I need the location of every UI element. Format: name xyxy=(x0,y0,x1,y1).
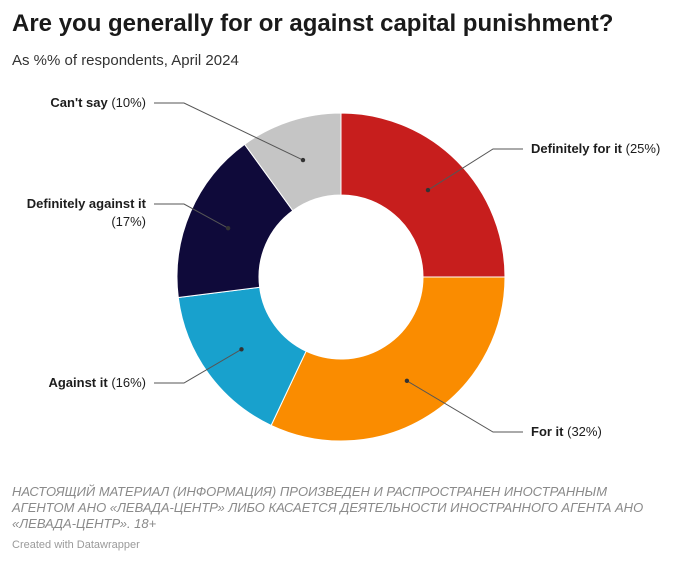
connector-dot xyxy=(404,378,410,384)
slice-label: Can't say (10%) xyxy=(50,95,146,110)
slice-for-it xyxy=(270,276,506,442)
slice-label-name: Definitely for it xyxy=(531,141,623,156)
slice-label-name: Can't say xyxy=(50,95,108,110)
connector-dot xyxy=(300,157,306,163)
slice-label-name: Against it xyxy=(48,375,108,390)
slice-label-value: (16%) xyxy=(108,375,146,390)
slice-label-value: (32%) xyxy=(564,424,602,439)
connector-dot xyxy=(225,225,231,231)
connector-dot xyxy=(239,347,244,352)
slice-label: For it (32%) xyxy=(531,424,602,439)
label-connectors xyxy=(154,102,523,433)
slice-label: Definitely for it (25%) xyxy=(531,141,660,156)
slice-label-name: Definitely against it xyxy=(27,196,147,211)
connector-line xyxy=(154,102,304,161)
slice-label-value: (25%) xyxy=(622,141,660,156)
slice-label: Definitely against it (17%) xyxy=(27,196,147,229)
connector-line xyxy=(154,203,229,229)
slice-label: Against it (16%) xyxy=(48,375,146,390)
donut-chart: Definitely for it (25%) For it (32%) Again… xyxy=(27,95,661,442)
slice-labels: Definitely for it (25%) For it (32%) Again… xyxy=(27,95,661,439)
connector-line xyxy=(154,348,242,384)
slice-label-value: (17%) xyxy=(111,214,146,229)
connector-line xyxy=(406,380,523,433)
slice-can-t-say xyxy=(243,112,342,212)
donut-slices xyxy=(176,112,506,442)
byline: Created with Datawrapper xyxy=(12,539,140,551)
chart-title: Are you generally for or against capital… xyxy=(12,10,614,37)
slice-definitely-for-it xyxy=(340,112,506,278)
connector-dot xyxy=(425,187,431,193)
footnote: НАСТОЯЩИЙ МАТЕРИАЛ (ИНФОРМАЦИЯ) ПРОИЗВЕД… xyxy=(12,484,644,531)
slice-against-it xyxy=(177,286,307,427)
connector-line xyxy=(427,148,523,191)
chart-subtitle: As %% of respondents, April 2024 xyxy=(12,52,239,69)
slice-label-value: (10%) xyxy=(108,95,146,110)
slice-label-name: For it xyxy=(531,424,564,439)
slice-definitely-against-it xyxy=(176,143,294,299)
